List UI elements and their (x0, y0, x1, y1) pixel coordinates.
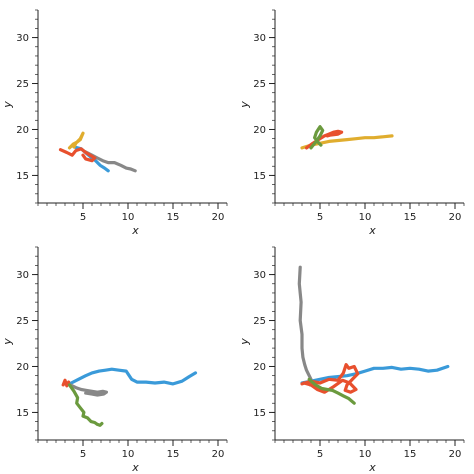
y-tick-label: 25 (253, 79, 266, 90)
y-tick-label: 25 (253, 316, 266, 327)
series-gray-line (297, 265, 314, 387)
y-tick-label: 15 (253, 408, 266, 419)
y-tick-label: 15 (16, 171, 29, 182)
y-tick-label: 30 (253, 270, 266, 281)
series-blue-line (69, 367, 198, 386)
x-axis-title: x (131, 461, 139, 474)
y-tick-label: 25 (16, 79, 29, 90)
series-green-line (307, 377, 356, 405)
y-tick-label: 30 (16, 33, 29, 44)
x-tick-label: 10 (122, 212, 135, 223)
x-axis-title: x (368, 461, 376, 474)
series-green-line (67, 383, 104, 427)
x-tick-label: 15 (167, 449, 180, 460)
y-axis-title: y (1, 338, 14, 346)
y-axis-title: y (1, 101, 14, 109)
series-blue-line (300, 364, 450, 385)
series-gray-line (68, 383, 109, 397)
x-tick-label: 10 (359, 212, 372, 223)
series-yellow-line (300, 134, 394, 150)
panel-1: 5 10 15 20 15 20 25 30 x y (1, 9, 228, 237)
x-tick-label: 15 (167, 212, 180, 223)
y-axis-title: y (238, 101, 251, 109)
y-tick-label: 20 (253, 362, 266, 373)
x-tick-label: 5 (80, 212, 86, 223)
series-yellow-line (67, 131, 85, 150)
x-tick-label: 10 (359, 449, 372, 460)
x-axis-title: x (131, 224, 139, 237)
y-tick-label: 30 (253, 33, 266, 44)
y-tick-label: 15 (253, 171, 266, 182)
y-tick-label: 30 (16, 270, 29, 281)
panel-4: 5 10 15 20 15 20 25 30 x y (238, 246, 465, 474)
y-axis-title: y (238, 338, 251, 346)
x-axis-title: x (368, 224, 376, 237)
x-tick-label: 15 (404, 212, 417, 223)
y-tick-label: 20 (253, 125, 266, 136)
y-tick-label: 20 (16, 362, 29, 373)
y-tick-label: 25 (16, 316, 29, 327)
series-red-line (61, 378, 71, 388)
x-tick-label: 5 (317, 212, 323, 223)
y-tick-label: 15 (16, 408, 29, 419)
x-tick-label: 20 (449, 212, 462, 223)
x-tick-label: 20 (212, 212, 225, 223)
x-tick-label: 5 (317, 449, 323, 460)
x-tick-label: 20 (212, 449, 225, 460)
x-tick-label: 20 (449, 449, 462, 460)
panel-2: 5 10 15 20 15 20 25 30 x y (238, 9, 465, 237)
y-tick-label: 20 (16, 125, 29, 136)
x-tick-label: 5 (80, 449, 86, 460)
panel-3: 5 10 15 20 15 20 25 30 x y (1, 246, 228, 474)
x-tick-label: 15 (404, 449, 417, 460)
x-tick-label: 10 (122, 449, 135, 460)
series-red-line (58, 147, 97, 163)
series-green-line (309, 125, 325, 150)
